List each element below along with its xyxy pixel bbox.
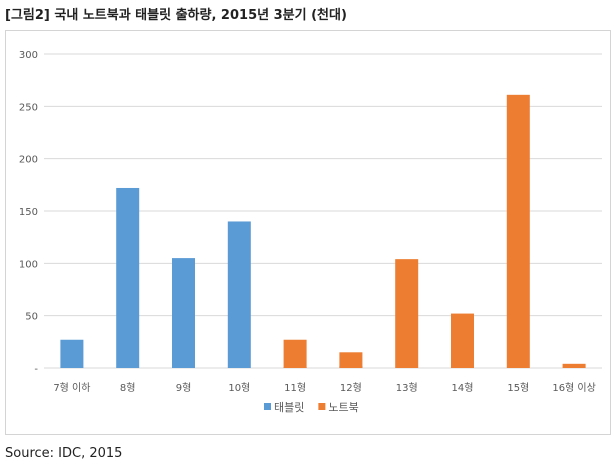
legend-label: 태블릿 — [274, 401, 304, 414]
bar-notebook — [506, 94, 530, 368]
bar-notebook — [395, 259, 419, 368]
bar-notebook — [451, 313, 474, 368]
y-tick-label: 100 — [19, 259, 38, 270]
bar-notebook — [339, 352, 363, 368]
y-tick-label: 50 — [25, 312, 38, 323]
x-tick-label: 15형 — [507, 382, 529, 394]
bar-notebook — [283, 339, 307, 368]
y-tick-label: 250 — [19, 102, 38, 113]
x-tick-label: 9형 — [176, 382, 192, 394]
source-note: Source: IDC, 2015 — [5, 446, 123, 461]
y-tick-label: 150 — [19, 207, 38, 218]
bar-tablet — [116, 187, 140, 368]
bar-chart: - 50 100 150 200 250 300 7형 이하 8형 9형 10형 11형 12형 13형 1… — [19, 50, 602, 414]
chart-frame: - 50 100 150 200 250 300 7형 이하 8형 9형 10형 11형 12형 13형 1… — [5, 30, 611, 435]
x-tick-label: 16형 이상 — [552, 382, 596, 394]
y-tick-label: 200 — [19, 155, 38, 166]
bar-tablet — [172, 258, 195, 368]
bar-notebook — [562, 363, 586, 368]
figure-title: [그림2] 국내 노트북과 태블릿 출하량, 2015년 3분기 (천대) — [5, 8, 347, 23]
x-tick-label: 14형 — [452, 382, 474, 394]
y-tick-label: 300 — [19, 50, 38, 61]
x-tick-label: 12형 — [340, 382, 362, 394]
x-tick-label: 13형 — [396, 382, 418, 394]
x-tick-label: 11형 — [284, 382, 306, 394]
x-tick-label: 10형 — [228, 382, 250, 394]
legend-swatch — [264, 403, 271, 410]
bar-tablet — [227, 221, 251, 368]
bar-tablet — [60, 339, 84, 368]
x-tick-label: 7형 이하 — [53, 381, 90, 394]
y-tick-label: - — [34, 364, 38, 375]
x-tick-label: 8형 — [120, 382, 136, 394]
legend-swatch — [318, 403, 326, 410]
legend-label: 노트북 — [328, 401, 358, 414]
